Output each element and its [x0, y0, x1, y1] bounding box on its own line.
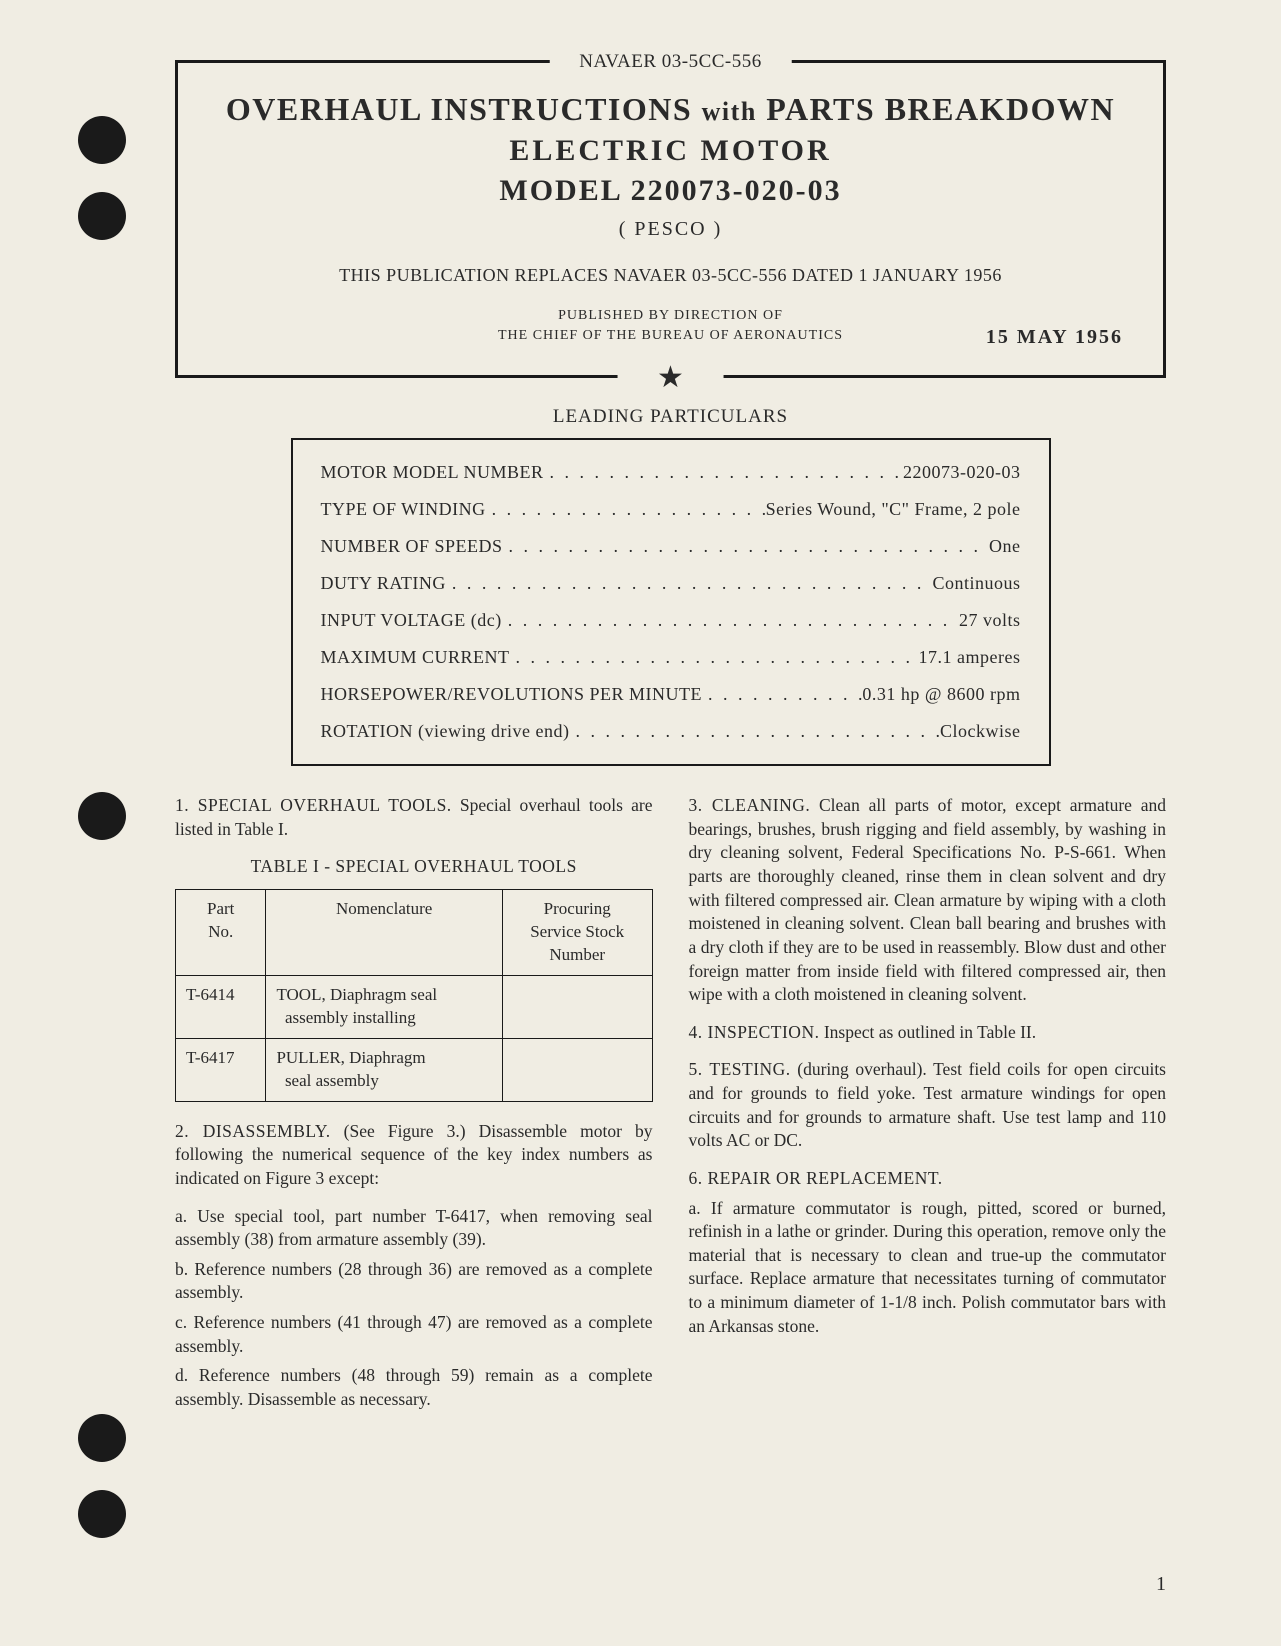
particulars-row: ROTATION (viewing drive end) . . . . . .… [321, 713, 1021, 750]
table-cell [502, 975, 652, 1038]
particulars-label: TYPE OF WINDING [321, 499, 486, 520]
particulars-label: HORSEPOWER/REVOLUTIONS PER MINUTE [321, 684, 703, 705]
particulars-value: 220073-020-03 [903, 462, 1021, 483]
particulars-label: MAXIMUM CURRENT [321, 647, 510, 668]
title-with: with [702, 97, 757, 126]
leader-dots: . . . . . . . . . . . . . . . . . . . . … [570, 721, 940, 742]
page-number: 1 [1156, 1573, 1166, 1596]
particulars-row: TYPE OF WINDING . . . . . . . . . . . . … [321, 491, 1021, 528]
leader-dots: . . . . . . . . . . . . . . . . . . . . … [702, 684, 862, 705]
particulars-label: MOTOR MODEL NUMBER [321, 462, 544, 483]
particulars-label: ROTATION (viewing drive end) [321, 721, 570, 742]
title-line-1: OVERHAUL INSTRUCTIONS with PARTS BREAKDO… [218, 91, 1123, 128]
leader-dots: . . . . . . . . . . . . . . . . . . . . … [502, 610, 959, 631]
table-header-cell: Nomenclature [266, 890, 502, 976]
section-2c: c. Reference numbers (41 through 47) are… [175, 1311, 653, 1358]
punch-hole [78, 1414, 126, 1462]
particulars-value: One [989, 536, 1021, 557]
particulars-label: INPUT VOLTAGE (dc) [321, 610, 502, 631]
star-icon: ★ [617, 363, 724, 393]
leader-dots: . . . . . . . . . . . . . . . . . . . . … [510, 647, 919, 668]
section-2b: b. Reference numbers (28 through 36) are… [175, 1258, 653, 1305]
leader-dots: . . . . . . . . . . . . . . . . . . . . … [503, 536, 989, 557]
particulars-label: DUTY RATING [321, 573, 446, 594]
publication-date: 15 MAY 1956 [986, 326, 1123, 349]
section-5-heading: 5. TESTING. [689, 1059, 791, 1079]
table-cell: PULLER, Diaphragm seal assembly [266, 1038, 502, 1101]
particulars-box: MOTOR MODEL NUMBER . . . . . . . . . . .… [291, 438, 1051, 766]
punch-hole [78, 192, 126, 240]
leader-dots: . . . . . . . . . . . . . . . . . . . . … [446, 573, 933, 594]
section-6a: a. If armature commutator is rough, pitt… [689, 1197, 1167, 1339]
section-5: 5. TESTING. (during overhaul). Test fiel… [689, 1058, 1167, 1153]
punch-hole [78, 792, 126, 840]
particulars-row: NUMBER OF SPEEDS . . . . . . . . . . . .… [321, 528, 1021, 565]
pub-by-line-1: PUBLISHED BY DIRECTION OF [218, 306, 1123, 326]
body-columns: 1. SPECIAL OVERHAUL TOOLS. Special overh… [175, 794, 1166, 1417]
section-2: 2. DISASSEMBLY. (See Figure 3.) Disassem… [175, 1120, 653, 1191]
section-2a: a. Use special tool, part number T-6417,… [175, 1205, 653, 1252]
leader-dots: . . . . . . . . . . . . . . . . . . . . … [486, 499, 766, 520]
punch-hole [78, 1490, 126, 1538]
table-cell [502, 1038, 652, 1101]
particulars-value: 27 volts [959, 610, 1021, 631]
section-1-heading: 1. SPECIAL OVERHAUL TOOLS. [175, 795, 452, 815]
section-1: 1. SPECIAL OVERHAUL TOOLS. Special overh… [175, 794, 653, 841]
title-box: NAVAER 03-5CC-556 OVERHAUL INSTRUCTIONS … [175, 60, 1166, 378]
section-6-heading: 6. REPAIR OR REPLACEMENT. [689, 1168, 943, 1188]
leader-dots: . . . . . . . . . . . . . . . . . . . . … [544, 462, 903, 483]
column-left: 1. SPECIAL OVERHAUL TOOLS. Special overh… [175, 794, 653, 1417]
column-right: 3. CLEANING. Clean all parts of motor, e… [689, 794, 1167, 1417]
section-3-body: Clean all parts of motor, except armatur… [689, 795, 1167, 1004]
page: NAVAER 03-5CC-556 OVERHAUL INSTRUCTIONS … [0, 0, 1281, 1646]
table-1: PartNo.NomenclatureProcuringService Stoc… [175, 889, 653, 1102]
section-4-heading: 4. INSPECTION. [689, 1022, 820, 1042]
section-2-heading: 2. DISASSEMBLY. [175, 1121, 331, 1141]
replaces-note: THIS PUBLICATION REPLACES NAVAER 03-5CC-… [218, 265, 1123, 286]
particulars-value: 0.31 hp @ 8600 rpm [862, 684, 1020, 705]
particulars-value: Clockwise [940, 721, 1021, 742]
punch-hole [78, 116, 126, 164]
table-1-title: TABLE I - SPECIAL OVERHAUL TOOLS [175, 855, 653, 879]
title-part-a: OVERHAUL INSTRUCTIONS [226, 91, 692, 127]
table-cell: TOOL, Diaphragm seal assembly installing [266, 975, 502, 1038]
table-row: T-6414TOOL, Diaphragm seal assembly inst… [176, 975, 653, 1038]
particulars-row: INPUT VOLTAGE (dc) . . . . . . . . . . .… [321, 602, 1021, 639]
particulars-value: Series Wound, "C" Frame, 2 pole [766, 499, 1021, 520]
particulars-value: Continuous [932, 573, 1020, 594]
section-4-body: Inspect as outlined in Table II. [819, 1022, 1036, 1042]
section-3: 3. CLEANING. Clean all parts of motor, e… [689, 794, 1167, 1007]
document-id: NAVAER 03-5CC-556 [549, 51, 792, 73]
table-cell: T-6417 [176, 1038, 266, 1101]
table-row: T-6417PULLER, Diaphragm seal assembly [176, 1038, 653, 1101]
title-line-2: ELECTRIC MOTOR [218, 134, 1123, 168]
particulars-row: MAXIMUM CURRENT . . . . . . . . . . . . … [321, 639, 1021, 676]
title-part-b: PARTS BREAKDOWN [766, 91, 1115, 127]
table-header-cell: PartNo. [176, 890, 266, 976]
table-cell: T-6414 [176, 975, 266, 1038]
particulars-row: DUTY RATING . . . . . . . . . . . . . . … [321, 565, 1021, 602]
manufacturer: ( PESCO ) [218, 218, 1123, 241]
section-2d: d. Reference numbers (48 through 59) rem… [175, 1364, 653, 1411]
title-line-3: MODEL 220073-020-03 [218, 174, 1123, 208]
table-header-cell: ProcuringService StockNumber [502, 890, 652, 976]
section-6: 6. REPAIR OR REPLACEMENT. [689, 1167, 1167, 1191]
particulars-row: MOTOR MODEL NUMBER . . . . . . . . . . .… [321, 454, 1021, 491]
particulars-row: HORSEPOWER/REVOLUTIONS PER MINUTE . . . … [321, 676, 1021, 713]
particulars-label: NUMBER OF SPEEDS [321, 536, 503, 557]
particulars-value: 17.1 amperes [919, 647, 1021, 668]
section-3-heading: 3. CLEANING. [689, 795, 811, 815]
section-4: 4. INSPECTION. Inspect as outlined in Ta… [689, 1021, 1167, 1045]
particulars-title: LEADING PARTICULARS [175, 406, 1166, 428]
